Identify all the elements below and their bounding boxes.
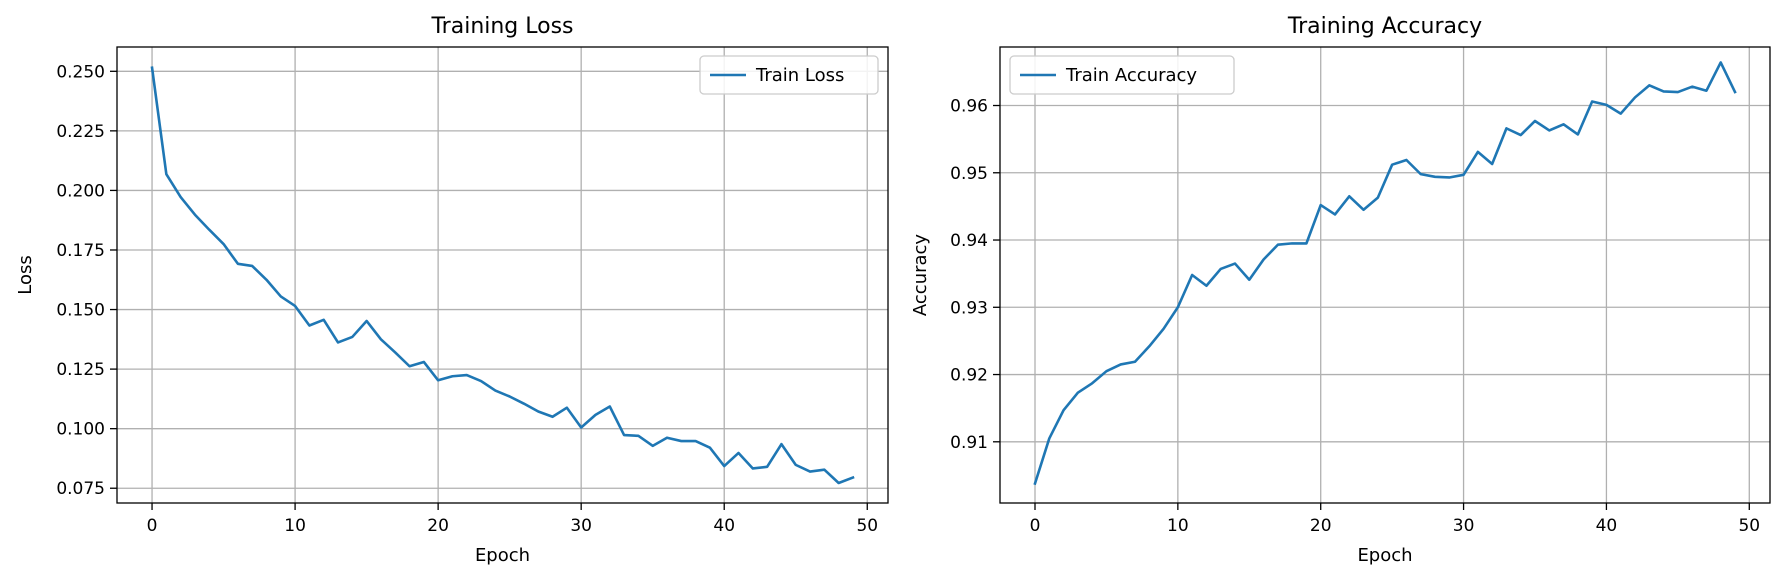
y-tick-label: 0.125 <box>56 360 105 380</box>
accuracy-y-axis-label: Accuracy <box>910 234 931 317</box>
x-tick-label: 50 <box>856 516 878 536</box>
x-tick-label: 20 <box>427 516 449 536</box>
loss-legend: Train Loss <box>699 55 879 95</box>
y-tick-label: 0.225 <box>56 122 105 142</box>
loss-x-axis-label: Epoch <box>475 545 530 566</box>
x-tick-label: 10 <box>284 516 306 536</box>
accuracy-series-line <box>1033 61 1737 486</box>
legend-box <box>1009 55 1235 95</box>
x-tick-label: 30 <box>1453 516 1475 536</box>
loss-y-axis-label: Loss <box>15 255 36 294</box>
loss-series-line <box>150 66 855 485</box>
x-tick-label: 20 <box>1310 516 1332 536</box>
y-tick-label: 0.175 <box>56 241 105 261</box>
y-tick-label: 0.95 <box>950 164 988 184</box>
x-tick-label: 40 <box>1596 516 1618 536</box>
loss-plot-frame <box>116 46 889 504</box>
y-tick-label: 0.91 <box>950 433 988 453</box>
accuracy-plot-frame <box>999 46 1771 504</box>
y-tick-label: 0.075 <box>56 479 105 499</box>
accuracy-legend: Train Accuracy <box>1009 55 1235 95</box>
legend-label: Train Accuracy <box>1065 65 1197 86</box>
y-tick-label: 0.92 <box>950 366 988 386</box>
loss-chart: 0 10 20 30 40 50 0.075 0.100 0.125 0.150 0.175 0.20… <box>15 14 889 566</box>
x-tick-label: 0 <box>1030 516 1041 536</box>
legend-box <box>699 55 879 95</box>
accuracy-x-axis-label: Epoch <box>1357 545 1412 566</box>
x-tick-label: 0 <box>147 516 158 536</box>
x-tick-label: 10 <box>1167 516 1189 536</box>
y-tick-label: 0.150 <box>56 301 105 321</box>
y-tick-label: 0.94 <box>950 231 988 251</box>
x-tick-label: 30 <box>570 516 592 536</box>
legend-label: Train Loss <box>755 65 844 86</box>
loss-chart-title: Training Loss <box>430 14 573 39</box>
x-tick-label: 40 <box>713 516 735 536</box>
accuracy-chart: 0 10 20 30 40 50 0.91 0.92 0.93 0.94 0.95 0.96 Train… <box>910 14 1771 566</box>
x-tick-label: 50 <box>1738 516 1760 536</box>
y-tick-label: 0.250 <box>56 62 105 82</box>
accuracy-chart-title: Training Accuracy <box>1287 14 1482 39</box>
y-tick-label: 0.93 <box>950 298 988 318</box>
y-tick-label: 0.96 <box>950 97 988 117</box>
y-tick-label: 0.200 <box>56 181 105 201</box>
y-tick-label: 0.100 <box>56 420 105 440</box>
